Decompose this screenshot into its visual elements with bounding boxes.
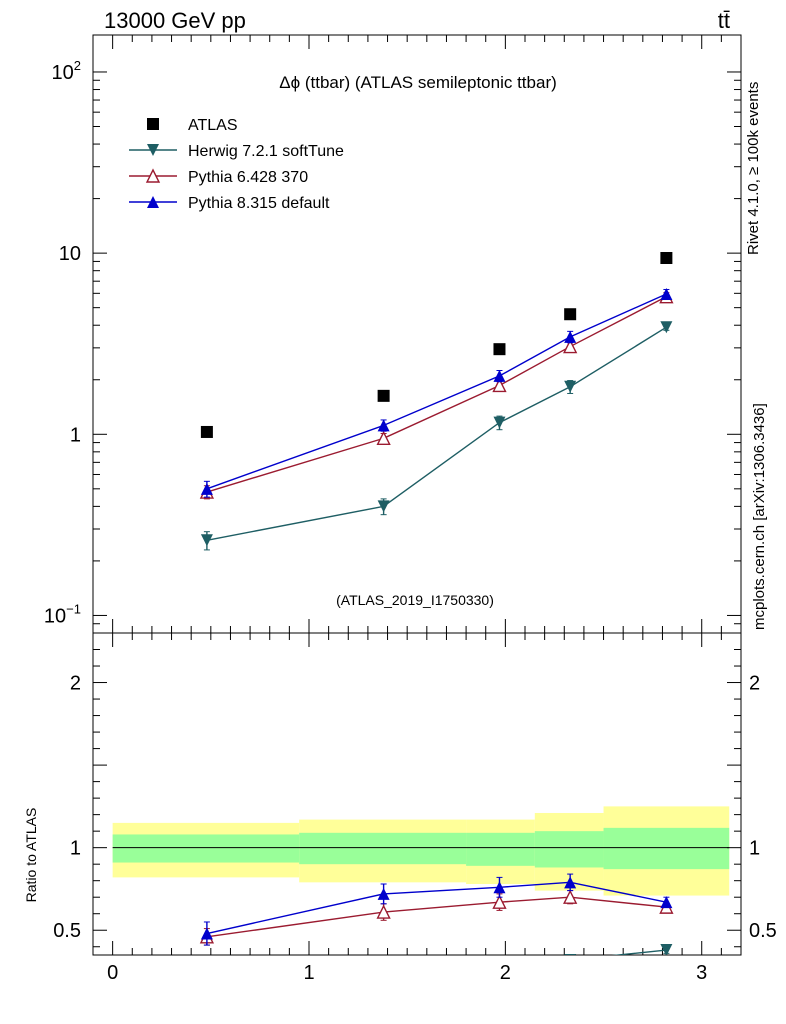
- side-label-top: Rivet 4.1.0, ≥ 100k events: [745, 82, 762, 255]
- ratio-point-pythia-8-315-default: [660, 896, 673, 909]
- legend-marker-pythia-8-315-default: [147, 196, 159, 208]
- ratio-panel: 0 1 2 3 0.5 0.5 1 1 2 2: [53, 632, 777, 984]
- ratio-y-tick-label: 1: [70, 838, 81, 860]
- data-point-pythia-8-315-default: [200, 482, 213, 495]
- ratio-point-herwig-7-2-1-softtune: [378, 966, 390, 978]
- ratio-point-herwig-7-2-1-softtune: [564, 953, 577, 955]
- series-line-herwig-7-2-1-softtune: [206, 326, 667, 541]
- ratio-y-tick-label: 0.5: [53, 920, 81, 942]
- watermark: (ATLAS_2019_I1750330): [336, 592, 494, 608]
- legend-label-pythia-6-428-370: Pythia 6.428 370: [188, 169, 308, 186]
- data-point-atlas: [377, 389, 390, 402]
- data-point-pythia-6-428-370: [492, 377, 507, 393]
- ratio-y-tick-label: 2: [70, 673, 81, 695]
- data-point-atlas: [200, 425, 213, 438]
- y-tick-label: 1: [70, 424, 81, 446]
- data-point-herwig-7-2-1-softtune: [660, 321, 673, 334]
- ratio-line-pythia-6-428-370: [206, 896, 667, 938]
- legend-marker-herwig-7-2-1-softtune: [147, 144, 159, 156]
- header-left: 13000 GeV pp: [104, 8, 246, 33]
- ratio-point-pythia-6-428-370: [376, 904, 391, 919]
- data-point-herwig-7-2-1-softtune: [200, 534, 213, 547]
- data-point-atlas: [660, 252, 673, 265]
- header-right: tt̄: [718, 8, 730, 33]
- data-point-herwig-7-2-1-softtune: [564, 380, 577, 393]
- legend-marker-pythia-6-428-370: [145, 168, 161, 183]
- data-point-pythia-8-315-default: [377, 419, 390, 432]
- uncertainty-band-green: [534, 831, 604, 868]
- uncertainty-band-green: [466, 832, 535, 866]
- data-point-herwig-7-2-1-softtune: [493, 416, 506, 429]
- ratio-series-group: [199, 873, 674, 978]
- data-point-atlas: [564, 308, 577, 321]
- uncertainty-band-green: [112, 834, 300, 863]
- data-point-pythia-8-315-default: [660, 287, 673, 300]
- ratio-point-pythia-8-315-default: [493, 881, 506, 894]
- ratio-point-pythia-8-315-default: [377, 887, 390, 900]
- legend: ATLAS Herwig 7.2.1 softTune Pythia 6.428 3…: [129, 117, 344, 212]
- legend-label-pythia-8-315-default: Pythia 8.315 default: [188, 195, 330, 212]
- x-tick-label: 1: [303, 962, 314, 984]
- data-point-pythia-8-315-default: [493, 369, 506, 382]
- data-point-pythia-8-315-default: [564, 330, 577, 343]
- y-tick-label: 102: [52, 58, 81, 84]
- ratio-y-label: Ratio to ATLAS: [23, 808, 39, 903]
- uncertainty-band-green: [299, 832, 467, 865]
- data-point-pythia-6-428-370: [376, 430, 391, 446]
- data-point-pythia-6-428-370: [563, 338, 578, 354]
- y-tick-label: 10: [59, 243, 81, 265]
- main-panel: 10−1 1 10 102: [44, 34, 742, 634]
- y-tick-label: 10−1: [44, 601, 81, 627]
- ratio-point-pythia-8-315-default: [200, 927, 213, 940]
- ratio-line-herwig-7-2-1-softtune: [611, 949, 667, 955]
- side-label-bottom: mcplots.cern.ch [arXiv:1306.3436]: [751, 403, 768, 630]
- ratio-point-herwig-7-2-1-softtune: [201, 966, 213, 978]
- ratio-point-pythia-8-315-default: [564, 876, 577, 889]
- ratio-point-pythia-6-428-370: [492, 894, 507, 909]
- series-line-pythia-6-428-370: [206, 296, 667, 493]
- ratio-frame: [92, 632, 742, 956]
- legend-label-herwig-7-2-1-softtune: Herwig 7.2.1 softTune: [188, 143, 344, 160]
- chart-title: Δϕ (ttbar) (ATLAS semileptonic ttbar): [279, 73, 557, 92]
- ratio-y-tick-label-right: 0.5: [749, 920, 777, 942]
- series-line-pythia-8-315-default: [206, 293, 667, 490]
- ratio-point-herwig-7-2-1-softtune: [660, 944, 673, 955]
- x-tick-label: 0: [107, 962, 118, 984]
- uncertainty-band-green: [603, 827, 730, 870]
- ratio-y-tick-label-right: 1: [749, 838, 760, 860]
- ratio-y-tick-label-right: 2: [749, 673, 760, 695]
- data-point-herwig-7-2-1-softtune: [377, 500, 390, 513]
- data-point-atlas: [493, 343, 506, 356]
- legend-marker-atlas: [147, 118, 159, 130]
- x-tick-label: 2: [500, 962, 511, 984]
- ratio-point-pythia-6-428-370: [563, 889, 578, 904]
- x-tick-label: 3: [696, 962, 707, 984]
- legend-label-atlas: ATLAS: [188, 117, 238, 134]
